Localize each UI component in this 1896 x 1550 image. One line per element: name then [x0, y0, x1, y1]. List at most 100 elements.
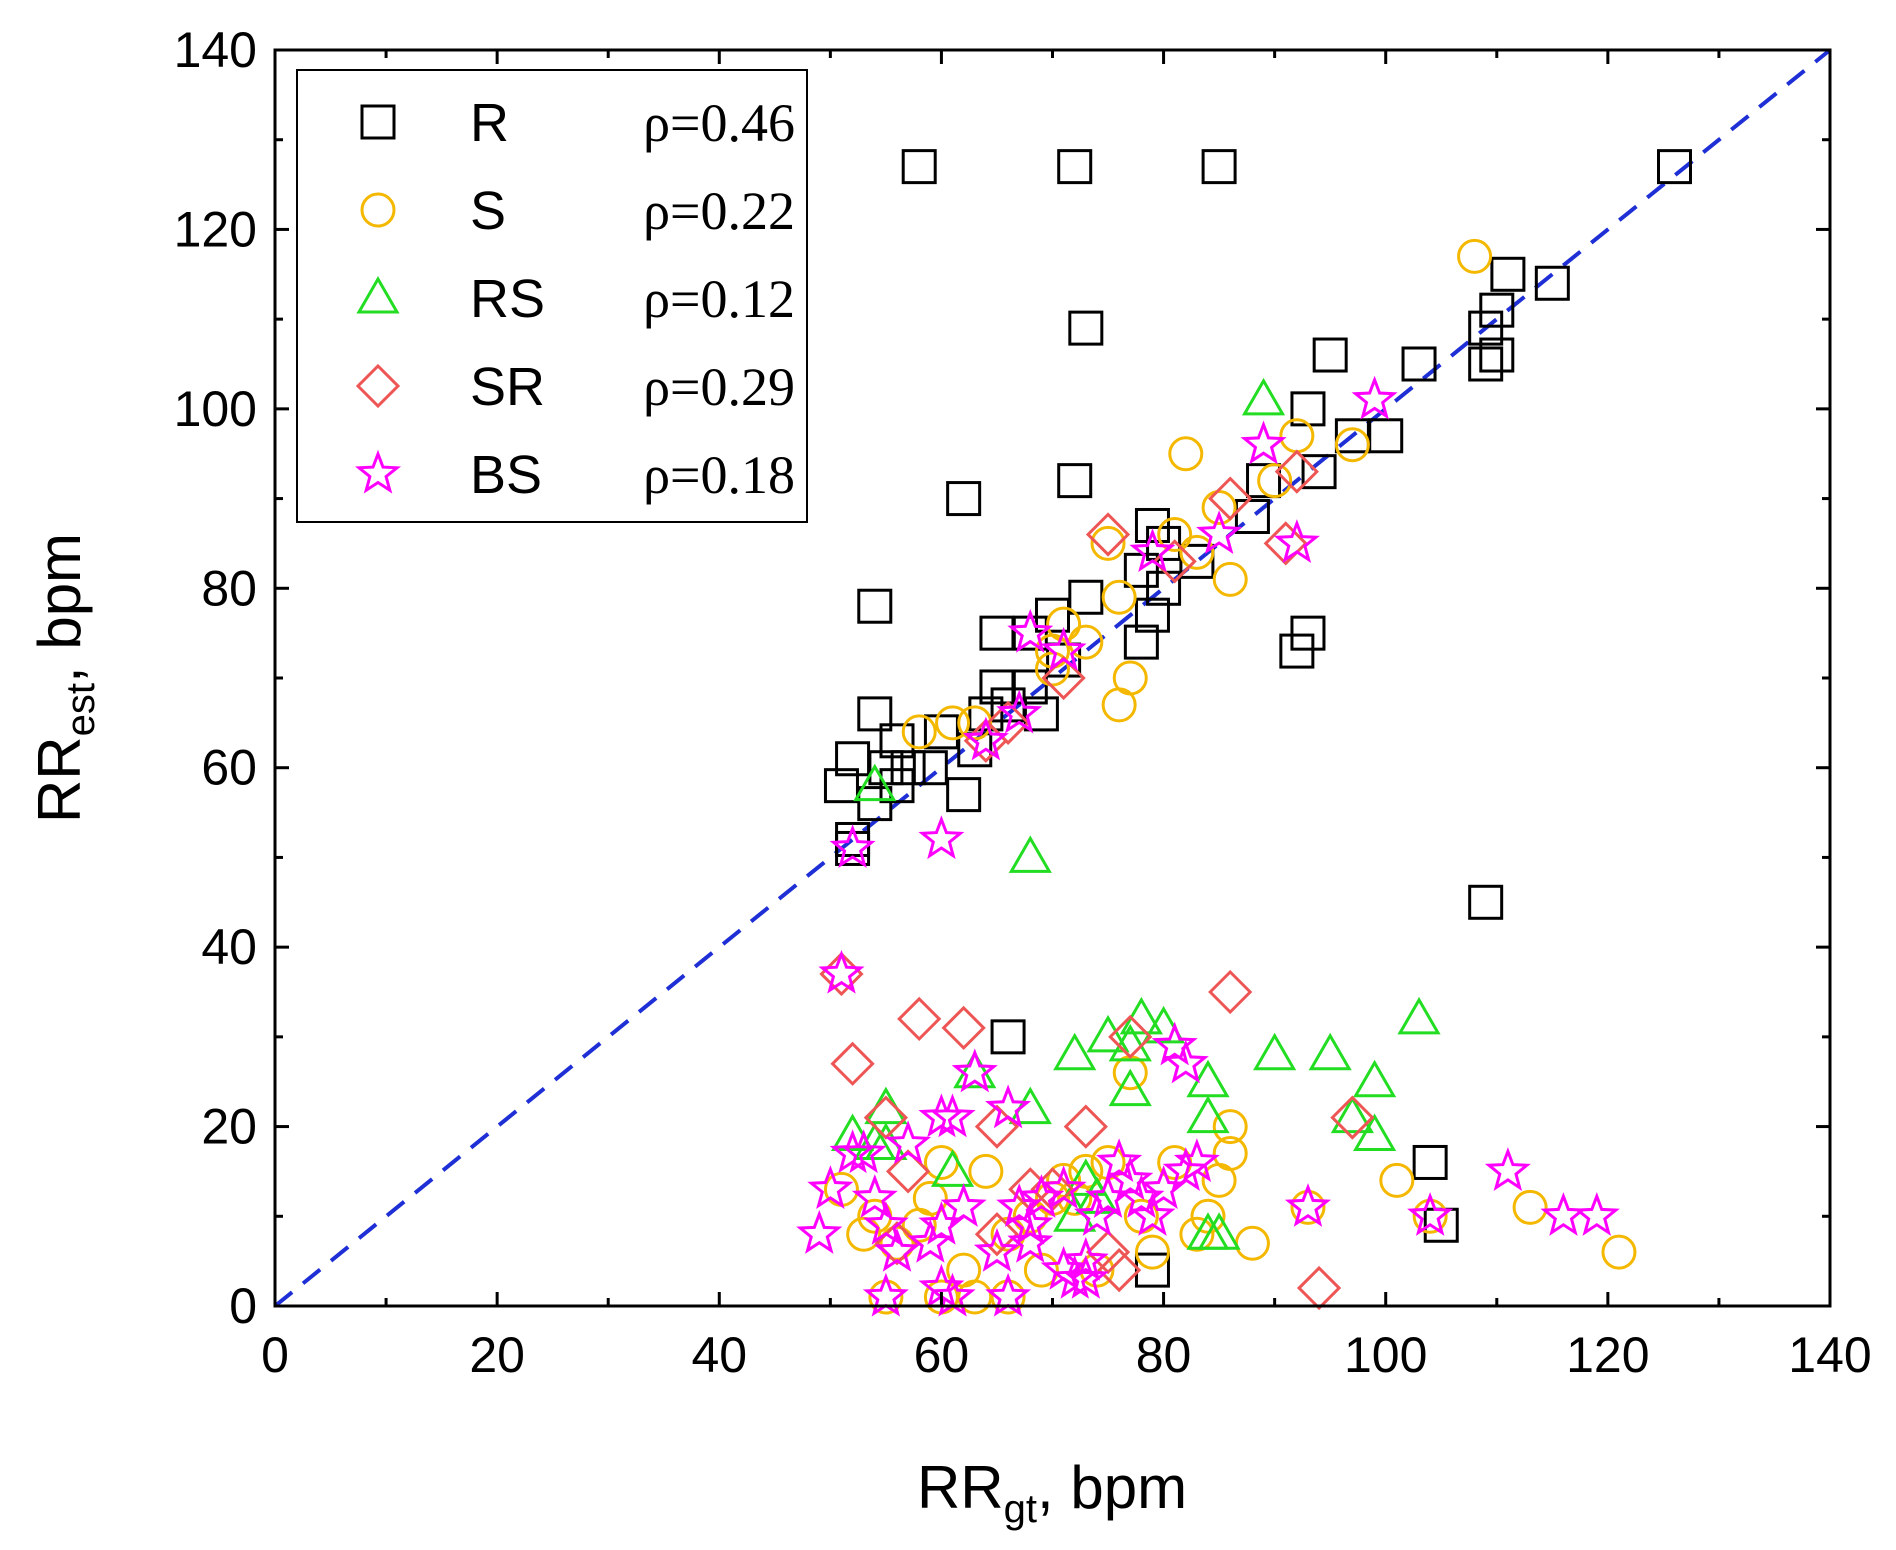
point-r [890, 750, 926, 786]
point-bs [918, 815, 965, 860]
point-bs [796, 1209, 843, 1254]
point-r [857, 588, 893, 624]
x-axis-title-main: RR [917, 1454, 1004, 1521]
point-bs [807, 1165, 854, 1210]
point-sr [1296, 1265, 1342, 1311]
y-tick-label: 80 [201, 560, 257, 616]
point-rs [1308, 1032, 1352, 1071]
point-bs [929, 1093, 976, 1138]
point-s [1068, 624, 1104, 660]
point-rs [1108, 1023, 1152, 1062]
reference-line-layer [273, 48, 1832, 1308]
point-bs [829, 824, 876, 868]
point-r [1368, 418, 1404, 454]
point-rs [953, 1050, 997, 1089]
point-rs [1186, 1095, 1230, 1134]
x-axis-title-sub: gt [1004, 1487, 1037, 1531]
point-s [1457, 238, 1493, 274]
point-r [1279, 633, 1315, 669]
point-r [1068, 310, 1104, 346]
y-tick-label: 140 [174, 22, 257, 78]
point-bs [1540, 1192, 1587, 1236]
point-s [1134, 1234, 1170, 1270]
point-sr [830, 1041, 875, 1086]
y-tick-label: 0 [229, 1278, 257, 1334]
point-bs [1096, 1138, 1143, 1183]
point-s [1179, 534, 1215, 570]
point-r [1057, 149, 1093, 185]
point-bs [1273, 519, 1320, 564]
legend-marker-rs [356, 275, 400, 314]
point-bs [1040, 1245, 1087, 1290]
point-rs [830, 1113, 875, 1152]
y-axis-title: RRest, bpm [26, 533, 103, 823]
point-r [857, 786, 893, 822]
point-s [912, 1180, 948, 1216]
y-axis: 0 20 40 60 80 100 120 140 [174, 22, 1830, 1334]
point-bs [1407, 1192, 1454, 1236]
point-bs [840, 1129, 887, 1174]
point-s [1212, 1109, 1248, 1145]
point-sr [974, 1104, 1020, 1149]
point-s [1101, 579, 1137, 615]
x-tick-label: 40 [691, 1327, 747, 1383]
x-tick-label: 60 [914, 1327, 970, 1383]
legend-label: SR [470, 357, 545, 417]
point-rs [1141, 1005, 1186, 1044]
legend-rho: ρ=0.18 [643, 445, 795, 505]
point-r [946, 777, 982, 813]
point-r [1134, 597, 1170, 633]
point-r [1401, 346, 1437, 382]
x-tick-label: 80 [1136, 1327, 1192, 1383]
series-rs [830, 377, 1441, 1250]
legend-item-bs: BS ρ=0.18 [354, 445, 795, 505]
point-sr [974, 1212, 1020, 1257]
legend-rho: ρ=0.22 [643, 181, 795, 241]
point-r [912, 750, 948, 786]
point-rs [1108, 1068, 1152, 1107]
point-rs [1086, 1014, 1130, 1053]
point-r [990, 1019, 1026, 1055]
point-r [1201, 149, 1237, 185]
point-rs [1008, 835, 1052, 873]
point-s [1601, 1234, 1637, 1270]
point-s [1512, 1189, 1548, 1225]
point-sr [985, 700, 1031, 745]
point-s [1168, 436, 1204, 472]
legend-rho: ρ=0.46 [643, 93, 795, 153]
point-rs [1197, 1212, 1241, 1250]
point-rs [1053, 1032, 1097, 1071]
x-tick-label: 100 [1344, 1327, 1427, 1383]
point-bs [1573, 1192, 1620, 1236]
identity-line [273, 48, 1832, 1308]
point-r [1334, 418, 1370, 454]
point-sr [963, 718, 1008, 763]
legend-marker-sr [355, 363, 401, 409]
point-r [879, 723, 915, 759]
point-r [857, 696, 893, 732]
point-rs [1397, 996, 1441, 1035]
point-bs [962, 716, 1009, 761]
point-rs [1353, 1113, 1397, 1152]
point-bs [1007, 608, 1054, 653]
point-bs [1007, 1218, 1054, 1263]
point-sr [1208, 476, 1253, 521]
y-tick-label: 60 [201, 740, 257, 796]
point-bs [873, 1227, 921, 1272]
point-r [1057, 463, 1093, 499]
point-r [1123, 624, 1159, 660]
point-r [1301, 454, 1337, 490]
point-rs [853, 1122, 897, 1161]
legend-label: BS [470, 445, 542, 505]
x-axis-title: RRgt, bpm [917, 1454, 1187, 1531]
point-r [823, 768, 859, 804]
legend-item-rs: RS ρ=0.12 [356, 269, 795, 329]
point-bs [1151, 1021, 1198, 1066]
y-tick-label: 120 [174, 201, 257, 257]
point-bs [1140, 1165, 1187, 1210]
point-s [1334, 427, 1370, 463]
point-s [901, 714, 937, 750]
